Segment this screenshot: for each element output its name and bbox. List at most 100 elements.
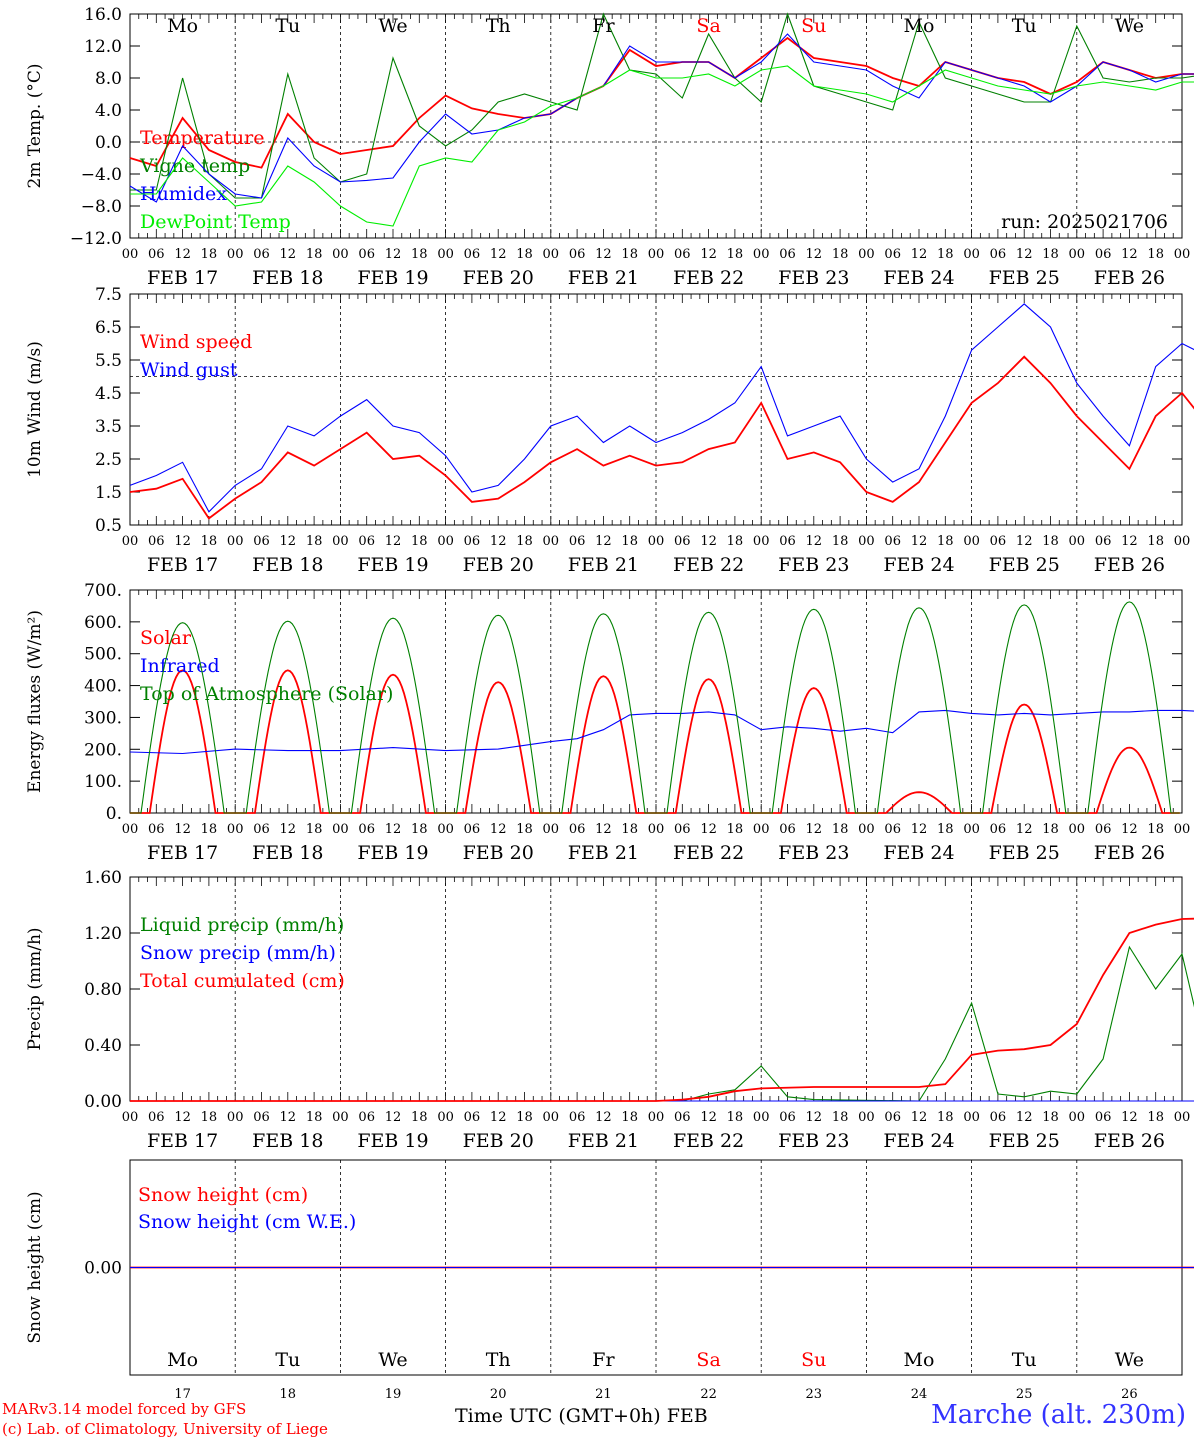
x-hour-label: 06 [148, 822, 165, 837]
x-hour-label: 06 [464, 534, 481, 549]
x-hour-label: 18 [832, 247, 849, 262]
x-hour-label: 12 [1121, 247, 1138, 262]
x-hour-label: 12 [174, 1110, 191, 1125]
series-temperature [129, 36, 1194, 169]
x-date-label: FEB 20 [463, 267, 534, 289]
x-hour-label: 12 [490, 534, 507, 549]
x-hour-label: 06 [884, 534, 901, 549]
x-hour-label: 18 [832, 1110, 849, 1125]
x-hour-label: 18 [727, 1110, 744, 1125]
x-date-label: FEB 25 [989, 1130, 1060, 1152]
bottom-dow-label: We [378, 1349, 407, 1371]
y-axis-label: 10m Wind (m/s) [25, 341, 45, 478]
legend-entry: Liquid precip (mm/h) [140, 914, 344, 936]
x-hour-label: 06 [674, 822, 691, 837]
x-date-label: FEB 23 [778, 554, 849, 576]
x-hour-label: 12 [806, 247, 823, 262]
y-tick-label: 200. [84, 740, 122, 760]
x-hour-label: 00 [437, 247, 454, 262]
x-hour-label: 18 [411, 247, 428, 262]
x-hour-label: 00 [227, 534, 244, 549]
y-axis-label: Energy fluxes (W/m²) [25, 610, 45, 793]
x-hour-label: 00 [227, 1110, 244, 1125]
x-hour-label: 12 [911, 1110, 928, 1125]
x-hour-label: 12 [595, 1110, 612, 1125]
x-hour-label: 00 [963, 822, 980, 837]
x-hour-label: 06 [1095, 822, 1112, 837]
x-hour-label: 06 [990, 247, 1007, 262]
x-hour-label: 12 [490, 247, 507, 262]
top-dow-label: Su [801, 15, 826, 37]
bottom-dow-label: We [1115, 1349, 1144, 1371]
bottom-day-number: 25 [1016, 1387, 1033, 1402]
y-tick-label: 16.0 [84, 5, 122, 25]
x-hour-label: 18 [1147, 534, 1164, 549]
x-hour-label: 18 [411, 1110, 428, 1125]
x-hour-label: 00 [332, 822, 349, 837]
legend-entry: DewPoint Temp [140, 211, 291, 233]
x-hour-label: 00 [122, 1110, 139, 1125]
x-hour-label: 06 [358, 822, 375, 837]
bottom-dow-label: Tu [1012, 1349, 1037, 1371]
x-date-label: FEB 19 [357, 842, 428, 864]
bottom-dow-label: Fr [592, 1349, 615, 1371]
y-tick-label: 0.5 [95, 516, 122, 536]
x-hour-label: 00 [858, 822, 875, 837]
panel-1: 16.0 12.0 8.0 4.0 0.0 −4.0 −8.0 −12.0 2m Temp. (… [25, 5, 1194, 289]
station-label: Marche (alt. 230m) [931, 1400, 1186, 1430]
y-tick-label: 1.60 [84, 868, 122, 888]
x-hour-label: 12 [595, 247, 612, 262]
x-hour-label: 12 [700, 1110, 717, 1125]
x-hour-label: 12 [1016, 247, 1033, 262]
y-tick-label: 700. [84, 581, 122, 601]
x-hour-label: 18 [832, 534, 849, 549]
x-hour-label: 00 [753, 822, 770, 837]
x-hour-label: 12 [280, 1110, 297, 1125]
x-date-label: FEB 18 [252, 842, 323, 864]
x-date-label: FEB 21 [568, 842, 639, 864]
bottom-dow-label: Th [486, 1349, 511, 1371]
x-hour-label: 00 [1069, 822, 1086, 837]
x-hour-label: 12 [806, 534, 823, 549]
bottom-day-number: 23 [806, 1387, 823, 1402]
x-hour-label: 18 [306, 247, 323, 262]
x-date-label: FEB 18 [252, 1130, 323, 1152]
legend-entry: Humidex [140, 183, 227, 205]
y-tick-label: 2.5 [95, 450, 122, 470]
x-hour-label: 18 [832, 822, 849, 837]
x-date-label: FEB 25 [989, 842, 1060, 864]
x-hour-label: 18 [516, 534, 533, 549]
series-wind-gust [129, 303, 1194, 513]
x-hour-label: 18 [1042, 1110, 1059, 1125]
x-date-label: FEB 24 [883, 1130, 954, 1152]
x-hour-label: 18 [1042, 822, 1059, 837]
x-date-label: FEB 26 [1094, 1130, 1165, 1152]
x-hour-label: 18 [201, 822, 218, 837]
legend-entry: Temperature [140, 127, 264, 149]
x-hour-label: 18 [201, 534, 218, 549]
bottom-dow-label: Sa [696, 1349, 720, 1371]
x-hour-label: 12 [700, 534, 717, 549]
x-hour-label: 06 [253, 534, 270, 549]
x-hour-label: 18 [306, 1110, 323, 1125]
x-hour-label: 00 [1174, 1110, 1191, 1125]
legend-entry: Top of Atmosphere (Solar) [140, 683, 393, 705]
top-dow-label: Fr [592, 15, 615, 37]
x-hour-label: 18 [1042, 247, 1059, 262]
series-infrared [129, 709, 1194, 755]
x-hour-label: 00 [963, 534, 980, 549]
bottom-dow-label: Tu [275, 1349, 300, 1371]
x-date-label: FEB 26 [1094, 554, 1165, 576]
x-hour-label: 00 [963, 247, 980, 262]
x-hour-label: 06 [779, 1110, 796, 1125]
series-wind-speed [129, 355, 1194, 520]
x-date-label: FEB 26 [1094, 267, 1165, 289]
x-hour-label: 00 [1069, 534, 1086, 549]
x-hour-label: 12 [385, 1110, 402, 1125]
x-hour-label: 06 [674, 1110, 691, 1125]
top-dow-label: Mo [167, 15, 198, 37]
x-hour-label: 06 [884, 247, 901, 262]
y-tick-label: 6.5 [95, 318, 122, 338]
x-date-label: FEB 20 [463, 554, 534, 576]
x-hour-label: 12 [700, 247, 717, 262]
